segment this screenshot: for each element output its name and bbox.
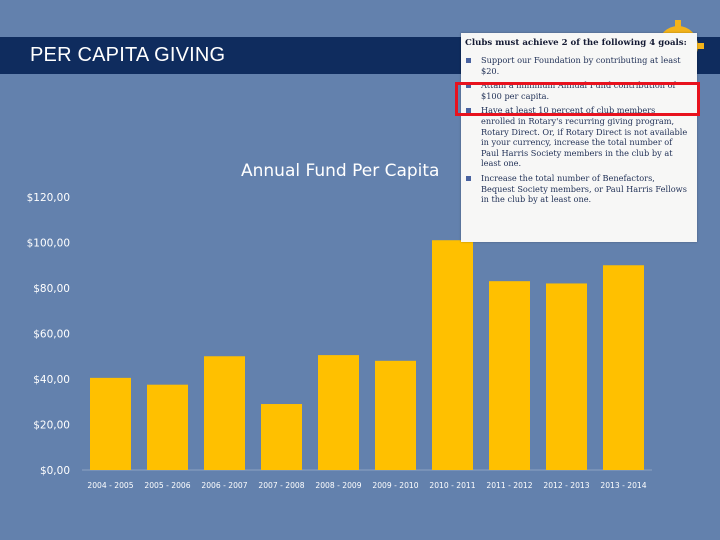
page-title: PER CAPITA GIVING [30, 44, 226, 66]
x-tick-label: 2009 - 2010 [372, 481, 418, 490]
y-tick-label: $0,00 [40, 465, 70, 477]
x-tick-label: 2010 - 2011 [429, 481, 475, 490]
x-tick-label: 2006 - 2007 [201, 481, 247, 490]
y-tick-label: $80,00 [33, 283, 70, 295]
goal-item: Have at least 10 percent of club members… [461, 105, 697, 169]
x-tick-label: 2012 - 2013 [543, 481, 589, 490]
bar [546, 283, 587, 470]
goal-item: Increase the total number of Benefactors… [461, 173, 697, 205]
x-tick-label: 2007 - 2008 [258, 481, 304, 490]
x-tick-label: 2013 - 2014 [600, 481, 646, 490]
bar [375, 360, 416, 470]
goal-highlight-box [455, 82, 700, 116]
x-tick-label: 2011 - 2012 [486, 481, 532, 490]
goals-box: Clubs must achieve 2 of the following 4 … [461, 33, 697, 242]
bar [489, 281, 530, 470]
goals-title: Clubs must achieve 2 of the following 4 … [465, 38, 687, 48]
y-tick-label: $40,00 [33, 374, 70, 386]
bar [147, 384, 188, 470]
x-tick-label: 2004 - 2005 [87, 481, 133, 490]
y-tick-label: $20,00 [33, 420, 70, 432]
y-tick-label: $100,00 [27, 238, 70, 250]
bar [318, 355, 359, 470]
goal-item: Support our Foundation by contributing a… [461, 55, 697, 76]
x-tick-label: 2008 - 2009 [315, 481, 361, 490]
bar [261, 404, 302, 470]
bar [90, 377, 131, 470]
x-tick-label: 2005 - 2006 [144, 481, 190, 490]
y-tick-label: $60,00 [33, 329, 70, 341]
goal-item: Attain a minimum Annual Fund contributio… [461, 80, 697, 101]
chart-title: Annual Fund Per Capita [241, 161, 440, 181]
bar [204, 356, 245, 470]
bar [603, 265, 644, 470]
goals-list: Support our Foundation by contributing a… [461, 55, 697, 209]
y-tick-label: $120,00 [27, 192, 70, 204]
bar [432, 240, 473, 470]
